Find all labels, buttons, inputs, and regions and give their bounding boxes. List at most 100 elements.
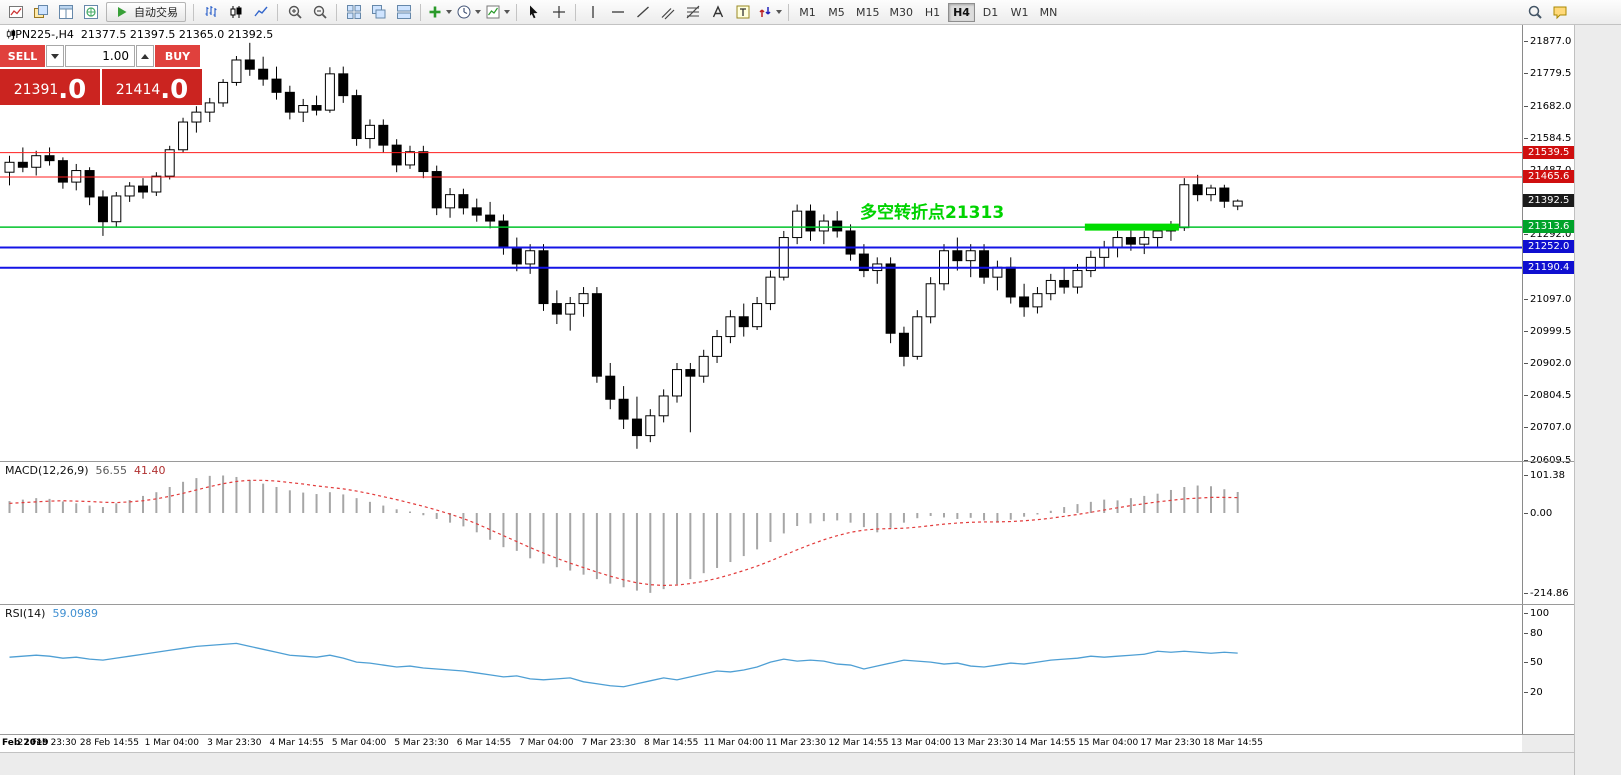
- dropdown-arrow-icon[interactable]: [475, 10, 481, 14]
- tile-windows-button[interactable]: [342, 2, 365, 22]
- vertical-line-button[interactable]: [581, 2, 604, 22]
- rsi-chart[interactable]: [0, 604, 1522, 734]
- equidistant-channel-button[interactable]: [656, 2, 679, 22]
- macd-axis-label: -214.86: [1524, 587, 1569, 599]
- pane-separator[interactable]: [0, 734, 1574, 735]
- pane-separator[interactable]: [0, 604, 1574, 605]
- turning-point-highlight[interactable]: [1084, 223, 1179, 231]
- volume-input[interactable]: [65, 45, 135, 67]
- crosshair-button[interactable]: [547, 2, 570, 22]
- price-tick: 21097.0: [1523, 293, 1572, 305]
- candlestick-chart-icon: [228, 4, 244, 20]
- timeframe-m1-button[interactable]: M1: [799, 5, 816, 19]
- line-chart-button[interactable]: [249, 2, 272, 22]
- rsi-value: 59.0989: [52, 607, 98, 620]
- buy-button[interactable]: BUY: [155, 45, 200, 67]
- price-tick: 20999.5: [1523, 325, 1572, 337]
- buy-price-display[interactable]: 21414.0: [102, 69, 202, 105]
- timeframe-m15-button[interactable]: M15: [856, 5, 880, 19]
- window-right-gutter: [1574, 25, 1621, 775]
- timeframe-d1-button[interactable]: D1: [982, 5, 999, 19]
- zoom-out-button[interactable]: [308, 2, 331, 22]
- indicators-button[interactable]: [426, 2, 453, 22]
- auto-trading-button[interactable]: 自动交易: [106, 2, 186, 22]
- rsi-indicator-pane[interactable]: RSI(14) 59.0989: [0, 604, 1522, 734]
- chart-symbol-period: JPN225-,H4: [12, 28, 74, 41]
- fibonacci-button[interactable]: [681, 2, 704, 22]
- toolbar-separator: [788, 3, 789, 21]
- toolbar-separator: [277, 3, 278, 21]
- chat-button[interactable]: [1548, 2, 1571, 22]
- navigator-button[interactable]: [79, 2, 102, 22]
- toolbar-separator: [193, 3, 194, 21]
- time-label: 4 Mar 14:55: [269, 738, 324, 748]
- timeframe-m30-button[interactable]: M30: [889, 5, 914, 19]
- sell-price-display[interactable]: 21391.0: [0, 69, 100, 105]
- templates-icon: [485, 4, 501, 20]
- dropdown-arrow-icon[interactable]: [446, 10, 452, 14]
- sell-button[interactable]: SELL: [0, 45, 45, 67]
- timeframe-h4-button[interactable]: H4: [948, 2, 975, 22]
- trendline-button[interactable]: [631, 2, 654, 22]
- timeframe-m5-button[interactable]: M5: [828, 5, 845, 19]
- cascade-windows-button[interactable]: [367, 2, 390, 22]
- play-icon: [114, 4, 130, 20]
- cursor-button[interactable]: [522, 2, 545, 22]
- volume-decrease-button[interactable]: [46, 45, 64, 67]
- macd-chart[interactable]: [0, 461, 1522, 604]
- fibonacci-icon: [685, 4, 701, 20]
- timeframe-mn-button[interactable]: MN: [1039, 5, 1058, 19]
- price-level-badge: 21252.0: [1523, 240, 1574, 254]
- search-button[interactable]: [1523, 2, 1546, 22]
- pane-separator[interactable]: [0, 461, 1574, 462]
- vertical-line-icon: [585, 4, 601, 20]
- toolbar-separator: [420, 3, 421, 21]
- navigator-icon: [83, 4, 99, 20]
- arrange-windows-button[interactable]: [392, 2, 415, 22]
- profiles-button[interactable]: [29, 2, 52, 22]
- macd-indicator-pane[interactable]: MACD(12,26,9) 56.55 41.40: [0, 461, 1522, 604]
- volume-increase-button[interactable]: [136, 45, 154, 67]
- text-button[interactable]: [706, 2, 729, 22]
- macd-axis-label: 0.00: [1523, 508, 1553, 519]
- text-label-button[interactable]: [731, 2, 754, 22]
- time-label: 12 Mar 14:55: [828, 738, 889, 748]
- price-chart-pane[interactable]: 多空转折点21313 JPN225-,H4 21377.5 21397.5 21…: [0, 25, 1522, 461]
- time-label: 11 Mar 04:00: [703, 738, 764, 748]
- time-label: 27 Feb 23:30: [17, 738, 77, 748]
- horizontal-line-button[interactable]: [606, 2, 629, 22]
- macd-signal-value: 41.40: [134, 464, 166, 477]
- dropdown-arrow-icon[interactable]: [504, 10, 510, 14]
- annotation-text[interactable]: 多空转折点21313: [860, 202, 1004, 223]
- arrows-button[interactable]: [756, 2, 783, 22]
- new-chart-icon: [8, 4, 24, 20]
- bars-chart-button[interactable]: [199, 2, 222, 22]
- current-price-badge: 21392.5: [1523, 194, 1574, 208]
- timeframe-h1-button[interactable]: H1: [924, 5, 941, 19]
- time-label: 13 Mar 23:30: [953, 738, 1014, 748]
- chat-icon: [1552, 4, 1568, 20]
- time-label: 15 Mar 04:00: [1078, 738, 1139, 748]
- crosshair-icon: [551, 4, 567, 20]
- macd-main-value: 56.55: [95, 464, 128, 477]
- price-tick: 20609.5: [1523, 454, 1572, 466]
- templates-button[interactable]: [484, 2, 511, 22]
- time-label: 1 Mar 04:00: [144, 738, 200, 748]
- candlestick-series[interactable]: [4, 42, 1243, 449]
- timeframe-w1-button[interactable]: W1: [1010, 5, 1029, 19]
- price-level-badge: 21539.5: [1523, 145, 1574, 159]
- buy-price-pips: .0: [160, 75, 189, 105]
- periods-button[interactable]: [455, 2, 482, 22]
- price-tick: 21584.5: [1523, 132, 1572, 144]
- new-chart-button[interactable]: [4, 2, 27, 22]
- trade-panel-controls: SELL BUY: [0, 45, 202, 67]
- macd-label: MACD(12,26,9) 56.55 41.40: [5, 464, 166, 477]
- candlestick-chart-button[interactable]: [224, 2, 247, 22]
- zoom-in-button[interactable]: [283, 2, 306, 22]
- search-icon: [1527, 4, 1543, 20]
- dropdown-arrow-icon[interactable]: [776, 10, 782, 14]
- candlestick-chart[interactable]: 多空转折点21313: [0, 25, 1522, 461]
- axis-corner: [1522, 734, 1574, 752]
- market-watch-button[interactable]: [54, 2, 77, 22]
